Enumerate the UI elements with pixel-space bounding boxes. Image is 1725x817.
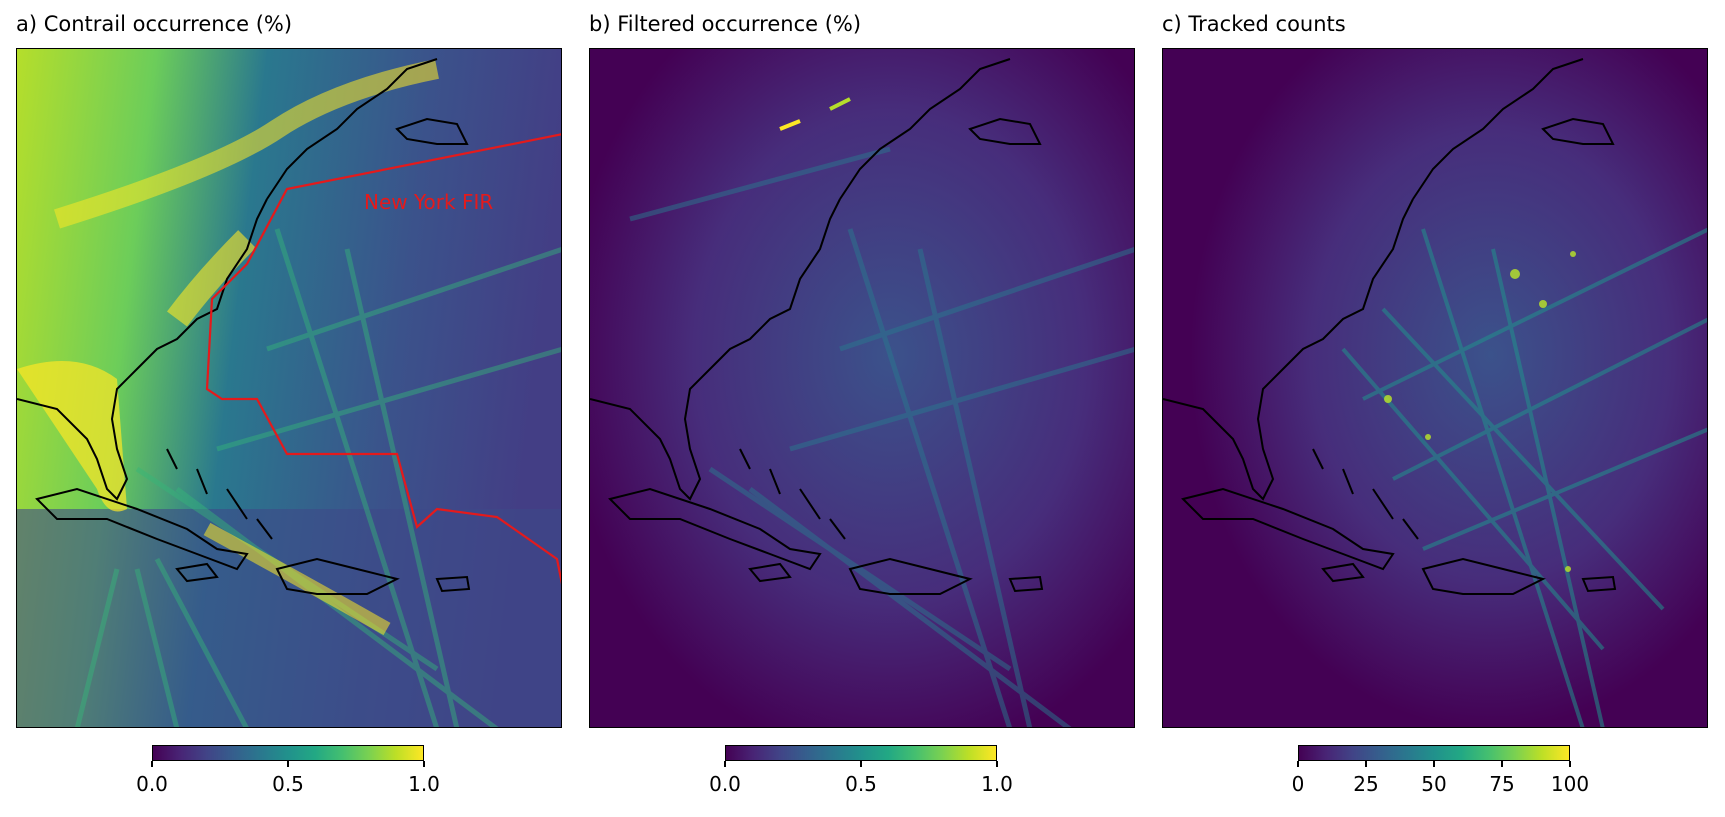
- panel-c-contrails: [1341, 227, 1707, 727]
- panel-b-map: [589, 48, 1135, 728]
- panel-c-colorbar-tick: [1365, 761, 1367, 767]
- panel-c-colorbar-tick-label: 50: [1421, 772, 1447, 796]
- panel-c-colorbar-tick: [1501, 761, 1503, 767]
- panel-b-colorbar-tick: [860, 761, 862, 767]
- panel-c-colorbar-tick: [1569, 761, 1571, 767]
- panel-c-coastline: [1163, 58, 1617, 595]
- panel-a-colorbar-tick: [287, 761, 289, 767]
- panel-c-colorbar-tick-label: 25: [1353, 772, 1379, 796]
- panel-c-colorbar-tick-label: 0: [1291, 772, 1305, 796]
- panel-c-colorbar-tick: [1297, 761, 1299, 767]
- panel-a-colorbar: [152, 745, 424, 761]
- panel-c-colorbar: [1298, 745, 1570, 761]
- panel-b-colorbar: [725, 745, 997, 761]
- panel-a-coastline: [17, 58, 471, 595]
- panel-b-contrails: [629, 146, 1134, 727]
- panel-a-colorbar-tick-label: 0.5: [272, 772, 304, 796]
- panel-a-title: a) Contrail occurrence (%): [16, 12, 293, 36]
- panel-c-svg: [1163, 49, 1707, 727]
- panel-b-colorbar-tick: [724, 761, 726, 767]
- panel-a-colorbar-tick-label: 0.0: [136, 772, 168, 796]
- panel-c-colorbar-tick-label: 100: [1550, 772, 1590, 796]
- panel-b-svg: [590, 49, 1134, 727]
- panel-c-hotspots: [1384, 251, 1576, 572]
- panel-a-colorbar-tick: [423, 761, 425, 767]
- panel-b-title: b) Filtered occurrence (%): [589, 12, 862, 36]
- panel-a-map: [16, 48, 562, 728]
- panel-a-colorbar-tick-label: 1.0: [408, 772, 440, 796]
- panel-b-colorbar-tick: [996, 761, 998, 767]
- panel-a-contrails: [74, 228, 561, 727]
- fir-boundary: [205, 133, 561, 585]
- panel-b-coastline: [590, 58, 1044, 595]
- panel-c-map: [1162, 48, 1708, 728]
- panel-c-title: c) Tracked counts: [1162, 12, 1346, 36]
- panel-a-svg: [17, 49, 561, 727]
- panel-b-colorbar-tick-label: 0.5: [845, 772, 877, 796]
- panel-c-colorbar-tick-label: 75: [1489, 772, 1515, 796]
- fir-annotation: New York FIR: [364, 190, 494, 214]
- panel-b-colorbar-tick-label: 0.0: [709, 772, 741, 796]
- panel-a-colorbar-tick: [151, 761, 153, 767]
- panel-c-colorbar-tick: [1433, 761, 1435, 767]
- panel-b-colorbar-tick-label: 1.0: [981, 772, 1013, 796]
